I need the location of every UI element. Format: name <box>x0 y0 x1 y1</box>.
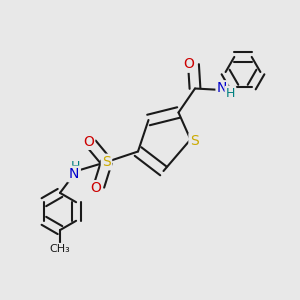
Text: S: S <box>102 155 111 169</box>
Text: O: O <box>83 135 94 148</box>
Text: H: H <box>70 160 80 173</box>
Text: O: O <box>91 182 101 195</box>
Text: N: N <box>68 167 79 181</box>
Text: CH₃: CH₃ <box>50 244 70 254</box>
Text: H: H <box>226 87 235 100</box>
Text: O: O <box>184 58 194 71</box>
Text: S: S <box>190 134 199 148</box>
Text: N: N <box>217 82 227 95</box>
